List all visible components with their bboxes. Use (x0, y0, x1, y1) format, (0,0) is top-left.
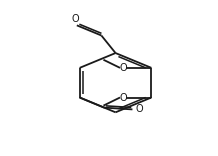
Text: O: O (119, 93, 127, 102)
Text: O: O (119, 63, 127, 73)
Text: O: O (72, 14, 80, 24)
Text: O: O (135, 104, 143, 114)
